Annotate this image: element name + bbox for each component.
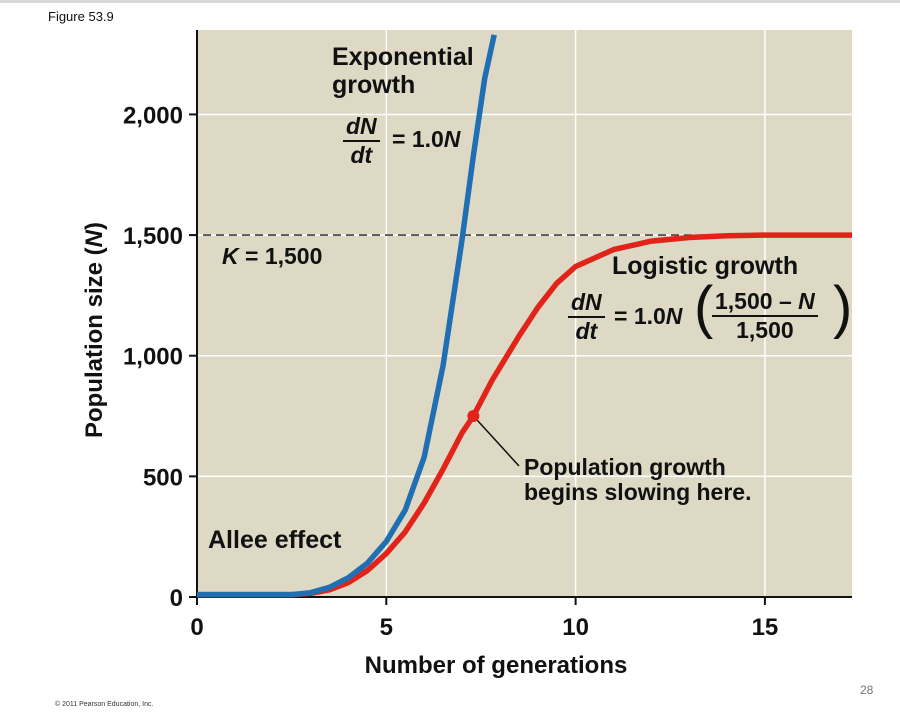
y-axis-label-suffix: ) — [81, 222, 108, 230]
axes-layer: 0 500 1,000 1,500 2,000 0 5 10 15 — [123, 30, 852, 641]
exp-eq-den: dt — [350, 142, 373, 168]
series-layer — [197, 34, 852, 598]
pointer-line — [472, 415, 520, 467]
y-tick-label-2: 1,000 — [123, 344, 183, 371]
exp-eq-bar — [343, 140, 380, 142]
exp-eq-rhs-prefix: = 1.0 — [392, 126, 444, 152]
y-axis-label: Population size (N) — [81, 222, 108, 438]
top-rule — [0, 0, 900, 3]
log-eq-inner-den: 1,500 — [736, 317, 794, 343]
log-eq-rhs-var: N — [665, 303, 683, 329]
grid-layer — [197, 30, 852, 597]
log-eq-inner-fraction: 1,500 – N 1,500 — [712, 288, 818, 344]
exponential-title: Exponential growth — [332, 43, 474, 99]
x-tick-label-1: 5 — [380, 614, 393, 641]
log-eq-inner-num-var: N — [798, 288, 815, 314]
y-axis-label-var: N — [81, 229, 108, 247]
slowing-line1: Population growth — [524, 454, 726, 480]
x-tick-label-2: 10 — [562, 614, 589, 641]
exponential-title-line1: Exponential — [332, 43, 474, 71]
y-tick-label-4: 2,000 — [123, 102, 183, 129]
y-tick-label-3: 1,500 — [123, 223, 183, 250]
exp-eq-rhs: = 1.0N — [392, 126, 461, 152]
allee-effect-label: Allee effect — [208, 526, 342, 554]
log-eq-num: dN — [571, 289, 602, 315]
y-tick-label-0: 0 — [170, 585, 183, 612]
k-label: K = 1,500 — [222, 243, 323, 269]
plot-background — [197, 30, 852, 597]
log-eq-fraction: dN dt — [568, 289, 605, 345]
inflection-point — [467, 410, 480, 423]
log-eq-rhs: = 1.0N — [614, 303, 683, 329]
log-eq-rhs-prefix: = 1.0 — [614, 303, 666, 329]
logistic-curve — [197, 232, 852, 598]
logistic-title: Logistic growth — [612, 252, 799, 280]
y-axis-label-prefix: Population size ( — [81, 247, 108, 438]
log-eq-left-paren: ( — [694, 275, 714, 340]
exp-eq-fraction: dN dt — [343, 113, 380, 169]
copyright: © 2011 Pearson Education, Inc. — [55, 701, 154, 708]
exp-eq-num: dN — [346, 113, 377, 139]
k-label-rest: = 1,500 — [238, 243, 323, 269]
exponential-curve — [197, 34, 497, 598]
exponential-title-line2: growth — [332, 70, 416, 99]
k-label-var: K — [222, 243, 239, 269]
exp-eq-rhs-var: N — [443, 126, 461, 152]
log-eq-inner-num-prefix: 1,500 – — [715, 288, 799, 314]
slowing-annotation: Population growth begins slowing here. — [524, 454, 752, 506]
x-tick-label-3: 15 — [752, 614, 779, 641]
log-eq-inner-num: 1,500 – N — [712, 288, 818, 315]
y-tick-label-1: 500 — [143, 464, 183, 491]
log-eq-bar — [568, 316, 605, 318]
log-eq-den: dt — [575, 318, 598, 344]
page-number: 28 — [860, 683, 874, 697]
log-eq-inner-bar — [712, 315, 818, 317]
x-axis-label: Number of generations — [365, 652, 628, 679]
log-eq-right-paren: ) — [833, 275, 853, 340]
slowing-line2: begins slowing here. — [524, 479, 752, 506]
figure-label: Figure 53.9 — [48, 9, 114, 24]
x-tick-label-0: 0 — [190, 614, 203, 641]
